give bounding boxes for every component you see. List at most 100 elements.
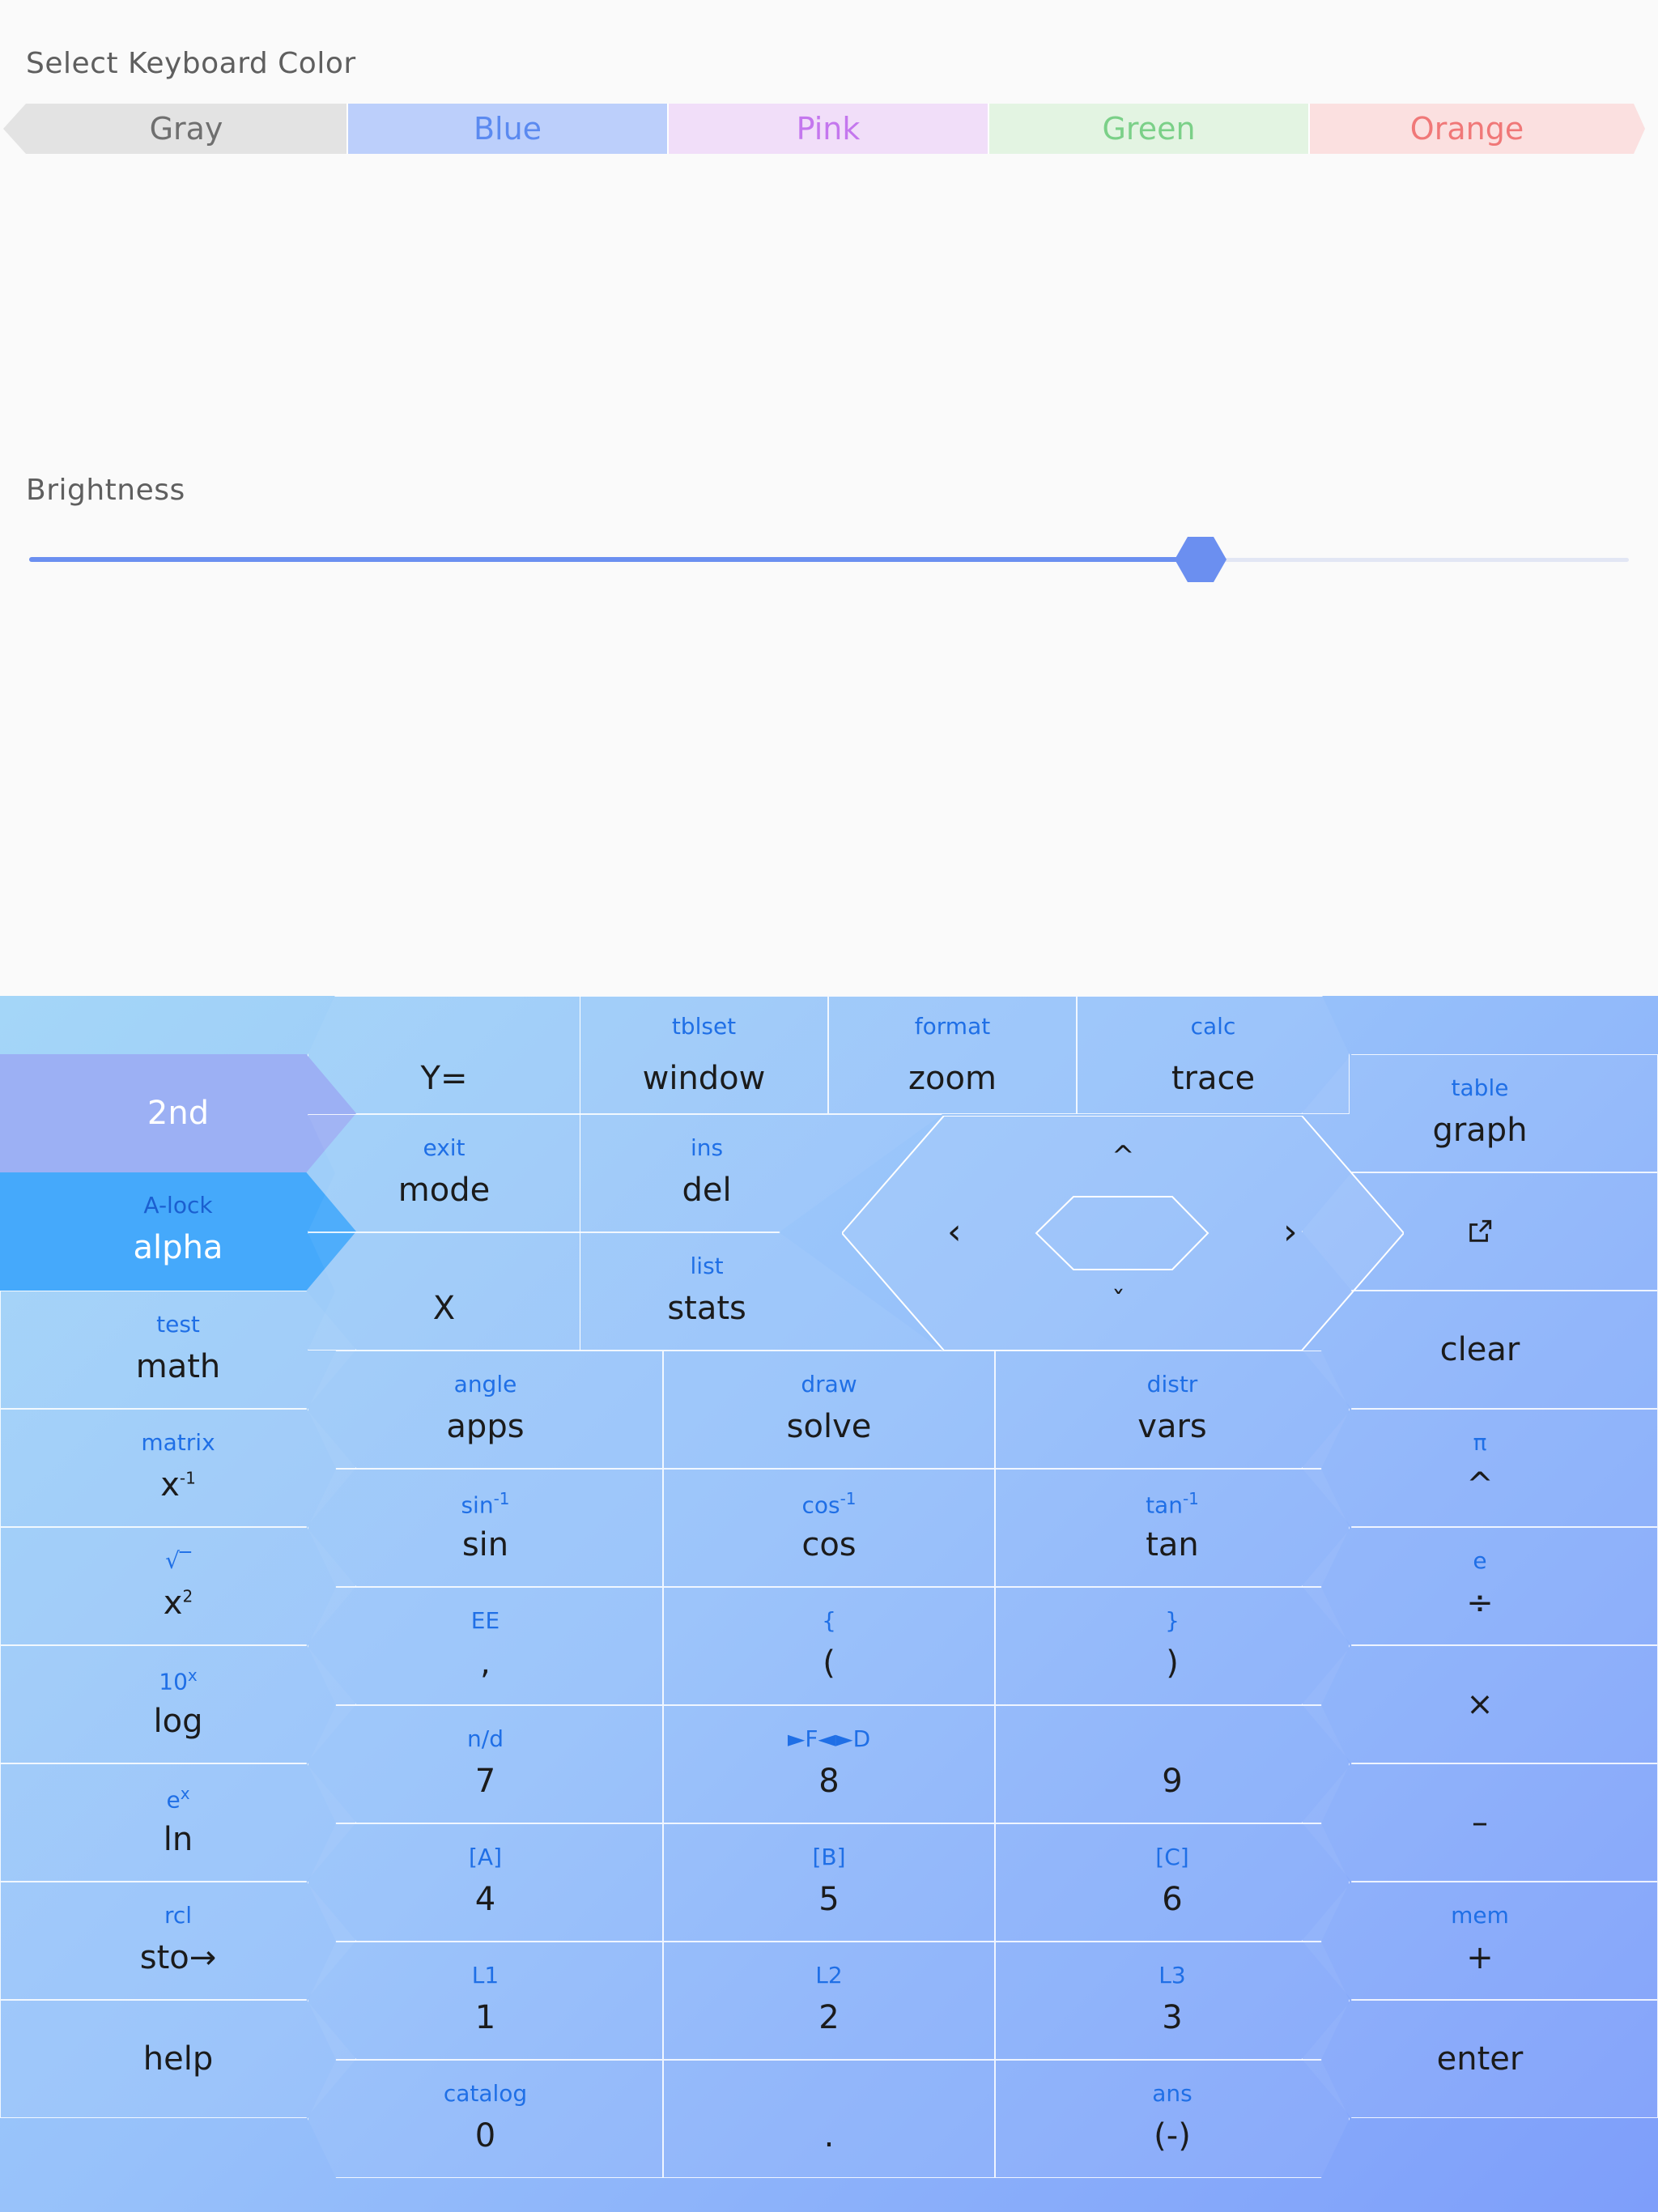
key-secondary-label: ins [691, 1134, 724, 1161]
key-secondary-label: rcl [164, 1902, 193, 1929]
key-secondary-text: tan [1146, 1491, 1183, 1519]
color-option-blue[interactable]: Blue [346, 104, 667, 154]
key-main-label: clear [1439, 1331, 1520, 1368]
key-grid-3-2[interactable]: 9 [995, 1705, 1350, 1823]
dpad-down-arrow[interactable]: ˇ [1112, 1286, 1125, 1318]
key-main-label: apps [446, 1408, 525, 1445]
key-secondary-text: e [166, 1786, 181, 1814]
key-secondary-label: ex [1, 1784, 355, 1813]
key-grid-6-0[interactable]: catalog 0 [308, 2060, 663, 2178]
key-grid-2-2[interactable]: }) [995, 1587, 1350, 1705]
key-secondary-label: e [1473, 1547, 1487, 1574]
key-main-label: cos [801, 1526, 857, 1563]
key-secondary-label: [C] [1155, 1844, 1189, 1870]
key-add[interactable]: mem + [1302, 1882, 1658, 2000]
key-help[interactable]: help [0, 2000, 356, 2118]
color-option-pink[interactable]: Pink [667, 104, 988, 154]
key-main-label: sto→ [139, 1939, 217, 1976]
key-power[interactable]: π ^ [1302, 1409, 1658, 1527]
key-zoom[interactable]: format zoom [828, 996, 1077, 1114]
direction-pad[interactable]: ^ ˇ ‹ › [840, 1115, 1405, 1351]
key-log[interactable]: 10x log [0, 1645, 356, 1763]
color-option-green[interactable]: Green [988, 104, 1308, 154]
key-subtract[interactable]: – [1302, 1763, 1658, 1882]
slider-thumb[interactable] [1174, 537, 1226, 582]
key-grid-4-2[interactable]: [C] 6 [995, 1823, 1350, 1942]
key-enter[interactable]: enter [1302, 2000, 1658, 2118]
key-grid-1-0[interactable]: sin-1 sin [308, 1469, 663, 1587]
key-grid-2-1[interactable]: {( [663, 1587, 995, 1705]
key-ln[interactable]: ex ln [0, 1763, 356, 1882]
key-x-inverse[interactable]: matrix x-1 [0, 1409, 356, 1527]
brightness-slider[interactable] [29, 537, 1629, 582]
key-grid-4-0[interactable]: [A] 4 [308, 1823, 663, 1942]
dpad-right-arrow[interactable]: › [1283, 1211, 1298, 1253]
key-grid-2-0[interactable]: EE, [308, 1587, 663, 1705]
key-grid-0-1[interactable]: draw solve [663, 1351, 995, 1469]
key-grid-5-0[interactable]: L1 1 [308, 1942, 663, 2060]
key-window[interactable]: tblset window [580, 996, 828, 1114]
key-secondary-label: ►F◄►D [787, 1725, 871, 1752]
key-main-label: 4 [474, 1881, 496, 1918]
key-grid-0-0[interactable]: angle apps [308, 1351, 663, 1469]
key-grid-5-2[interactable]: L3 3 [995, 1942, 1350, 2060]
dpad-left-arrow[interactable]: ‹ [947, 1211, 962, 1253]
key-main-label: solve [786, 1408, 872, 1445]
key-y-equals[interactable]: Y= [308, 996, 580, 1114]
key-divide[interactable]: e ÷ [1302, 1527, 1658, 1645]
key-trace[interactable]: calc trace [1077, 996, 1350, 1114]
key-main-label: X [432, 1290, 456, 1327]
key-main-label: 5 [818, 1881, 840, 1918]
key-main-label: x-1 [1, 1466, 355, 1504]
key-x-variable[interactable]: X [308, 1232, 580, 1351]
external-link-icon [1469, 1219, 1492, 1242]
key-main-label: alpha [133, 1229, 223, 1266]
color-option-gray[interactable]: Gray [26, 104, 346, 154]
key-main-label: ( [823, 1644, 835, 1682]
key-grid-4-1[interactable]: [B] 5 [663, 1823, 995, 1942]
color-bar-right-tip [1624, 104, 1645, 154]
key-secondary-label: } [1165, 1607, 1180, 1634]
key-secondary-label: L3 [1158, 1962, 1186, 1989]
color-option-label: Blue [473, 111, 542, 147]
key-math[interactable]: test math [0, 1291, 356, 1409]
dpad-up-arrow[interactable]: ^ [1112, 1140, 1135, 1172]
key-grid-6-2[interactable]: ans (-) [995, 2060, 1350, 2178]
key-grid-3-1[interactable]: ►F◄►D 8 [663, 1705, 995, 1823]
key-main-label: 2nd [147, 1095, 210, 1132]
key-alpha[interactable]: A-lock alpha [0, 1172, 356, 1291]
key-main-label: – [1472, 1804, 1488, 1841]
key-secondary-label: { [822, 1607, 836, 1634]
key-secondary-label: EE [470, 1607, 500, 1634]
key-main-superscript: 2 [182, 1586, 193, 1606]
key-share[interactable] [1302, 1172, 1658, 1291]
key-x-squared[interactable]: √‾ x2 [0, 1527, 356, 1645]
key-main-label: ÷ [1466, 1585, 1494, 1622]
key-2nd[interactable]: 2nd [0, 1054, 356, 1172]
key-main-label: + [1466, 1939, 1494, 1976]
key-sto[interactable]: rcl sto→ [0, 1882, 356, 2000]
key-main-label: tan [1146, 1526, 1199, 1563]
key-main-label: 2 [818, 1999, 840, 2036]
color-option-label: Gray [149, 111, 223, 147]
key-secondary-label: matrix [141, 1429, 215, 1456]
key-secondary-label: draw [801, 1371, 857, 1397]
key-grid-3-0[interactable]: n/d 7 [308, 1705, 663, 1823]
key-grid-1-2[interactable]: tan-1 tan [995, 1469, 1350, 1587]
key-mode[interactable]: exit mode [308, 1114, 580, 1232]
key-grid-0-2[interactable]: distr vars [995, 1351, 1350, 1469]
key-main-label: del [682, 1172, 732, 1209]
color-option-orange[interactable]: Orange [1308, 104, 1624, 154]
key-grid-5-1[interactable]: L2 2 [663, 1942, 995, 2060]
key-main-label: zoom [908, 1060, 997, 1097]
color-option-label: Pink [796, 111, 861, 147]
key-multiply[interactable]: × [1302, 1645, 1658, 1763]
key-grid-1-1[interactable]: cos-1 cos [663, 1469, 995, 1587]
key-main-label: . [823, 2117, 835, 2155]
key-graph[interactable]: table graph [1302, 1054, 1658, 1172]
key-grid-6-1[interactable]: . [663, 2060, 995, 2178]
keyboard-color-selector: Gray Blue Pink Green Orange [3, 104, 1645, 154]
calculator-keypad: Y= tblset window format zoom calc trace … [0, 996, 1658, 2212]
key-clear[interactable]: clear [1302, 1291, 1658, 1409]
key-secondary-superscript: x [180, 1784, 190, 1803]
